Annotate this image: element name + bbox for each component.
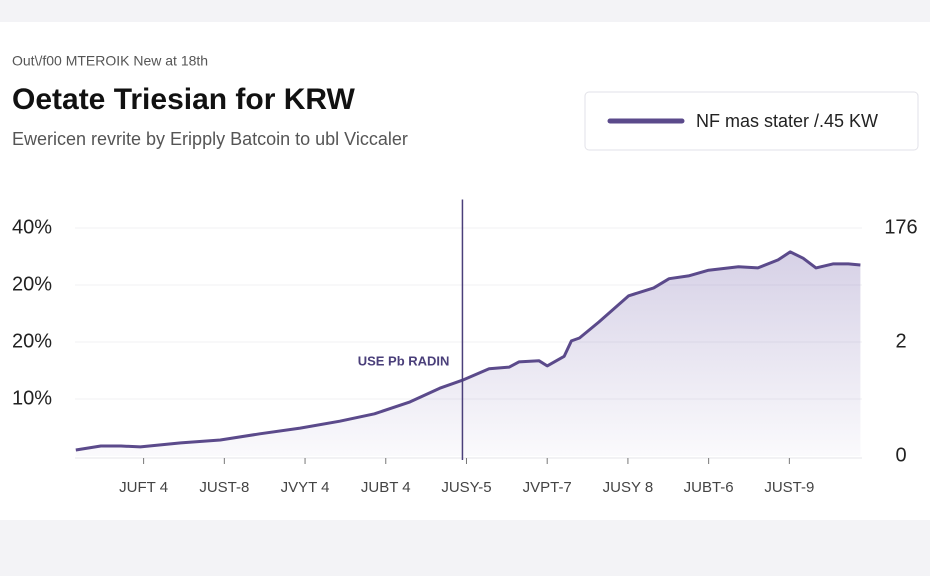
x-tick-label: JVYT 4 xyxy=(281,479,330,496)
y-tick-label: 40% xyxy=(12,216,52,238)
legend-label: NF mas stater /.45 KW xyxy=(696,111,878,131)
y-tick-label: 10% xyxy=(12,387,52,409)
annotation-label: USE Pb RADIN xyxy=(358,353,450,368)
x-tick-label: JUBT 4 xyxy=(361,479,411,496)
x-tick-label: JUST-9 xyxy=(764,479,814,496)
y2-tick-label: 176 xyxy=(884,216,917,238)
kicker: Out\/f00 MTEROIK New at 18th xyxy=(12,53,208,69)
chart-title: Oetate Triesian for KRW xyxy=(12,83,356,116)
y2-tick-label: 2 xyxy=(895,330,906,352)
x-tick-label: JUBT-6 xyxy=(684,479,734,496)
y-tick-label: 20% xyxy=(12,330,52,352)
y2-tick-label: 0 xyxy=(895,444,906,466)
x-tick-label: JUSY 8 xyxy=(603,479,654,496)
y-tick-label: 20% xyxy=(12,273,52,295)
chart-subtitle: Ewericen revrite by Eripply Batcoin to u… xyxy=(12,129,408,149)
x-tick-label: JUFT 4 xyxy=(119,479,168,496)
line xyxy=(75,250,861,452)
area xyxy=(75,251,861,456)
x-tick-label: JUSY-5 xyxy=(441,479,491,496)
legend-box xyxy=(584,91,919,151)
x-tick-label: JVPT-7 xyxy=(523,479,572,496)
x-tick-label: JUST-8 xyxy=(199,479,249,496)
